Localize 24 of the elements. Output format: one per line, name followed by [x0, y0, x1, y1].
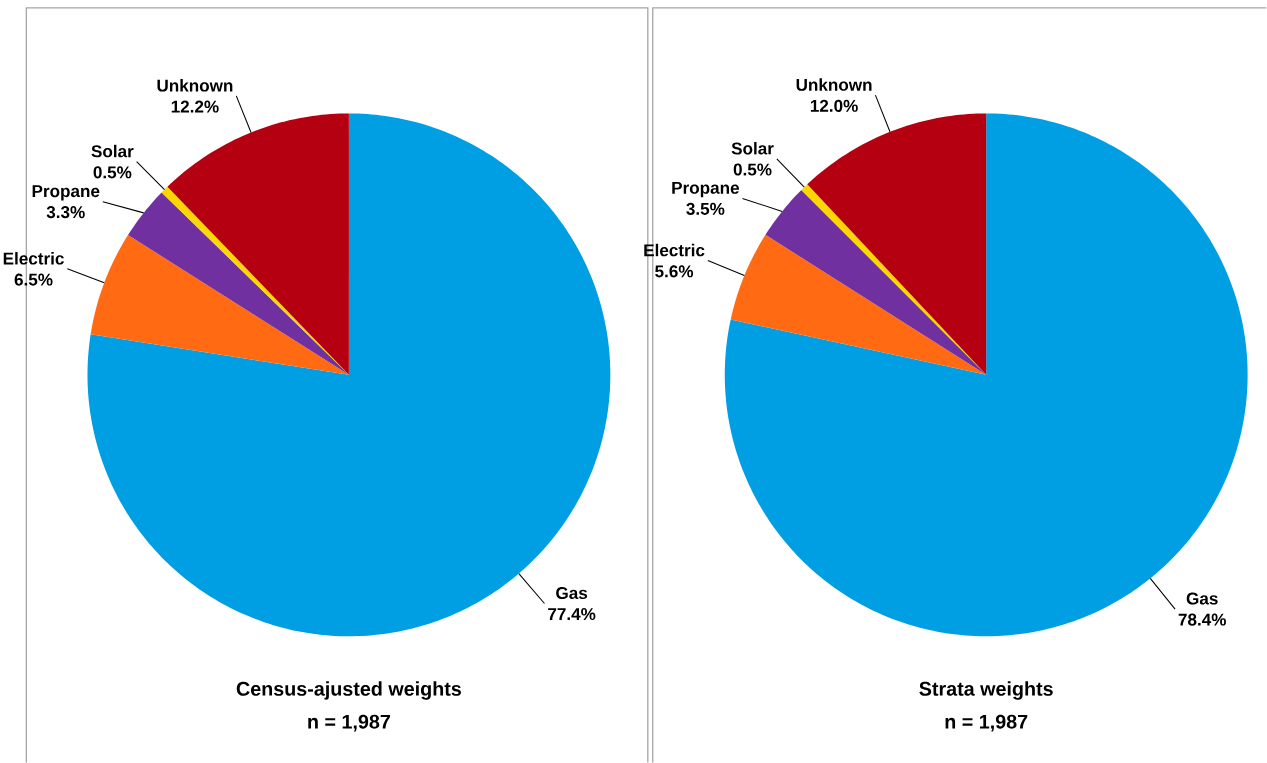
slice-label: Electric — [644, 243, 705, 257]
data-label: 6.5% — [14, 273, 53, 286]
text: Strata weights — [919, 681, 1053, 700]
text: n = 1,987 — [308, 714, 390, 732]
slice-label: Solar — [731, 141, 774, 155]
text: Census-ajusted weights — [236, 681, 461, 700]
data-label: 12.0% — [810, 99, 858, 112]
slice-label: Gas — [556, 586, 588, 599]
slice-label: Electric — [3, 251, 64, 265]
slice-label: Solar — [91, 144, 134, 158]
data-label: 77.4% — [548, 607, 596, 620]
data-label: 0.5% — [93, 166, 132, 179]
data-label: 3.3% — [46, 205, 85, 219]
slice-label: Propane — [32, 185, 100, 201]
text: n = 1,987 — [945, 714, 1028, 732]
data-label: 78.4% — [1178, 613, 1226, 626]
data-label: 3.5% — [686, 202, 725, 215]
data-label: 5.6% — [655, 265, 694, 278]
data-label: 12.2% — [171, 100, 219, 113]
slice-label: Gas — [1186, 592, 1218, 605]
slice-label: Unknown — [796, 78, 872, 91]
slice-label: Propane — [672, 181, 739, 198]
slice-label: Unknown — [157, 78, 233, 92]
data-label: 0.5% — [733, 163, 772, 176]
